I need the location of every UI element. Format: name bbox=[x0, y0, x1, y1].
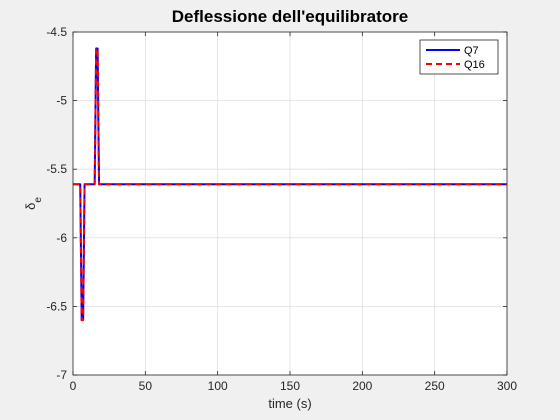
y-tick-label: -4.5 bbox=[46, 25, 67, 39]
ticks bbox=[72, 31, 508, 376]
x-tick-label: 50 bbox=[139, 379, 153, 393]
chart-title: Deflessione dell'equilibratore bbox=[172, 7, 408, 26]
y-tick-label: -7 bbox=[56, 368, 67, 382]
x-tick-label: 200 bbox=[352, 379, 372, 393]
y-axis-label-sub: e bbox=[33, 197, 44, 203]
y-axis-label-main: δ bbox=[23, 203, 38, 210]
y-tick-label: -6 bbox=[56, 231, 67, 245]
series-layer bbox=[73, 47, 507, 322]
series-line-q16 bbox=[73, 47, 507, 322]
y-axis-label: δe bbox=[23, 197, 44, 210]
legend-label-q16: Q16 bbox=[464, 59, 485, 71]
y-tick-label: -5 bbox=[56, 94, 67, 108]
x-tick-label: 300 bbox=[497, 379, 517, 393]
x-tick-label: 250 bbox=[425, 379, 445, 393]
legend-box bbox=[419, 39, 499, 75]
tick-labels: 0 50 100 150 200 250 300 -7 -6.5 -6 -5.5 -5 -4.5 bbox=[46, 25, 517, 393]
legend-label-q7: Q7 bbox=[464, 45, 479, 57]
y-tick-label: -6.5 bbox=[46, 299, 67, 313]
x-tick-label: 0 bbox=[70, 379, 77, 393]
x-tick-label: 150 bbox=[280, 379, 300, 393]
y-tick-label: -5.5 bbox=[46, 162, 67, 176]
x-tick-label: 100 bbox=[208, 379, 228, 393]
x-axis-label: time (s) bbox=[268, 396, 311, 411]
